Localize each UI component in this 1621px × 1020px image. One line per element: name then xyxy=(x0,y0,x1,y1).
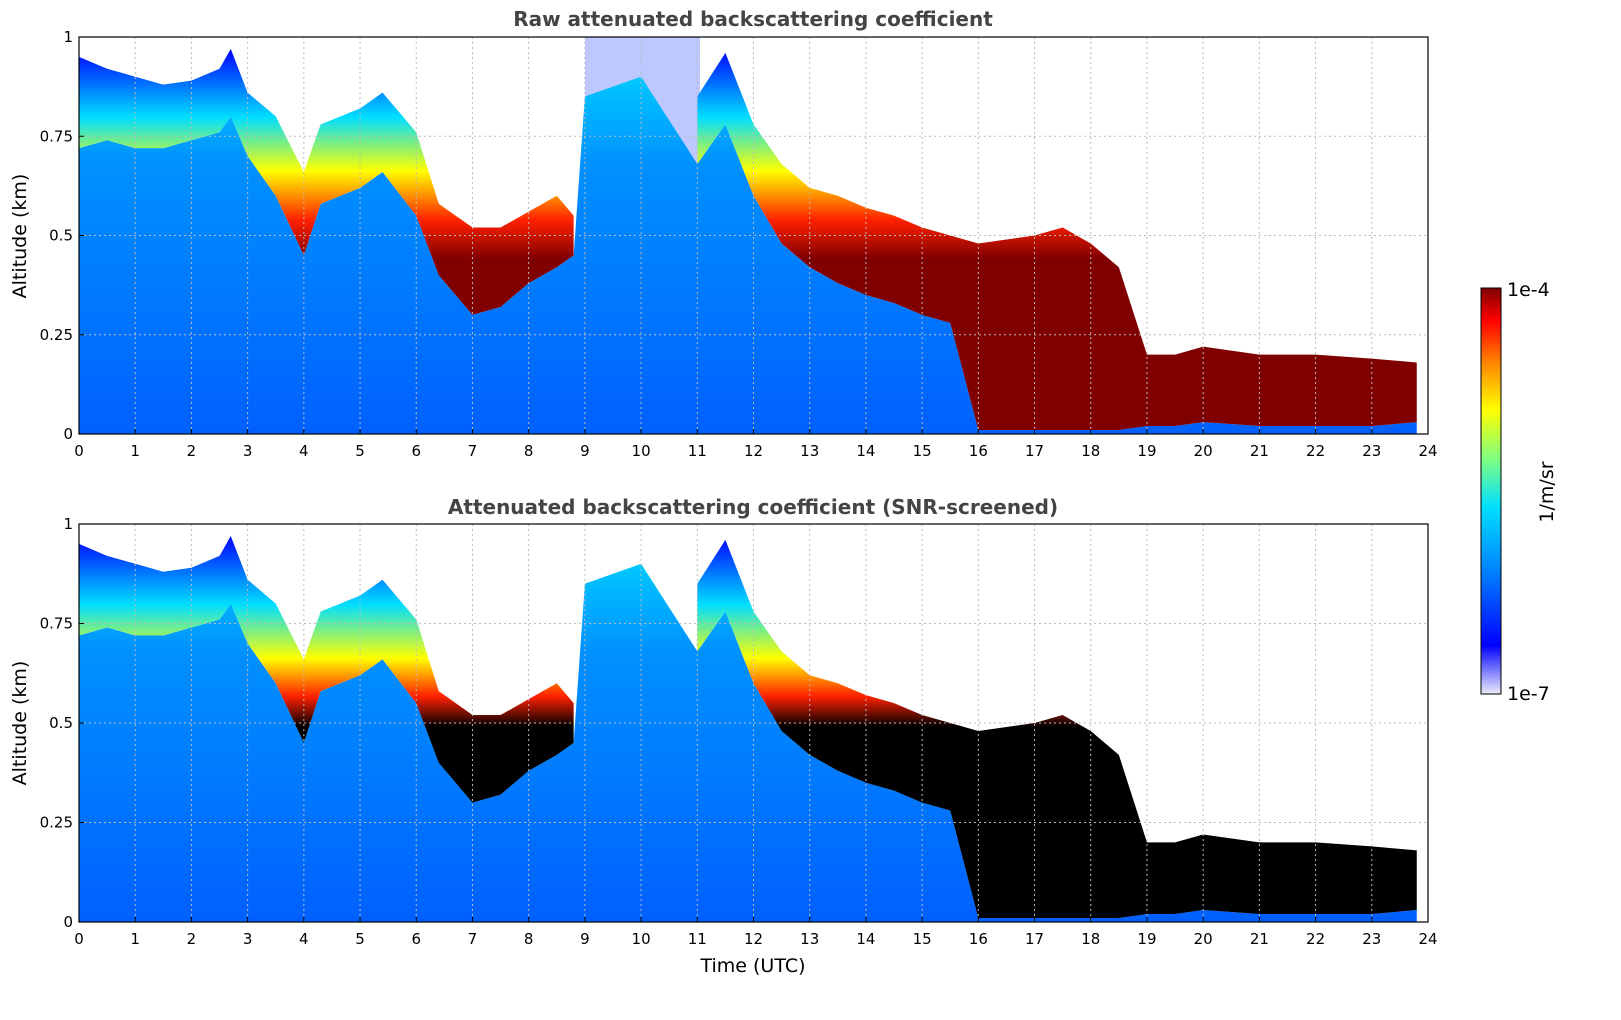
panel-screened-x-tick-label: 7 xyxy=(468,930,478,948)
panel-raw-y-tick-label: 0.75 xyxy=(40,127,73,145)
panel-raw-x-tick-label: 4 xyxy=(299,442,309,460)
panel-screened-x-axis: 0 1 2 3 4 5 6 7 8 9 10 11 12 13 14 15 16 17 18 19 20 21 22 23 24 xyxy=(74,917,1438,948)
panel-raw-x-tick-label: 14 xyxy=(856,442,875,460)
panel-screened-x-tick-label: 2 xyxy=(187,930,197,948)
panel-raw-x-tick-label: 3 xyxy=(243,442,253,460)
panel-raw-x-tick-label: 11 xyxy=(688,442,707,460)
panel-screened-x-tick-label: 11 xyxy=(688,930,707,948)
panel-raw-y-label: Altitude (km) xyxy=(9,174,31,299)
panel-raw-x-tick-label: 17 xyxy=(1025,442,1044,460)
panel-screened: Attenuated backscattering coefficient (S… xyxy=(9,495,1438,977)
panel-raw-x-tick-label: 13 xyxy=(800,442,819,460)
panel-screened-x-tick-label: 13 xyxy=(800,930,819,948)
panel-raw-x-tick-label: 20 xyxy=(1194,442,1213,460)
panel-raw-x-tick-label: 8 xyxy=(524,442,534,460)
panel-screened-x-tick-label: 4 xyxy=(299,930,309,948)
panel-screened-x-tick-label: 17 xyxy=(1025,930,1044,948)
colorbar-max-label: 1e-4 xyxy=(1507,279,1550,301)
panel-raw-x-tick-label: 21 xyxy=(1250,442,1269,460)
panel-raw: Raw attenuated backscattering coefficien… xyxy=(9,7,1438,460)
panel-screened-x-tick-label: 6 xyxy=(411,930,421,948)
panel-raw-x-tick-label: 15 xyxy=(913,442,932,460)
panel-raw-grid xyxy=(79,37,1428,434)
panel-screened-x-tick-label: 8 xyxy=(524,930,534,948)
panel-raw-y-tick-label: 0.5 xyxy=(49,227,73,245)
panel-screened-y-tick-label: 0 xyxy=(63,913,73,931)
panel-raw-aerosol-area xyxy=(79,76,1417,434)
panel-raw-x-tick-label: 9 xyxy=(580,442,590,460)
panel-screened-y-tick-label: 0.25 xyxy=(40,814,73,832)
panel-raw-x-tick-label: 24 xyxy=(1418,442,1437,460)
panel-raw-y-tick-label: 0 xyxy=(63,425,73,443)
panel-raw-y-tick-label: 0.25 xyxy=(40,326,73,344)
panel-screened-title: Attenuated backscattering coefficient (S… xyxy=(448,495,1058,519)
panel-screened-x-tick-label: 14 xyxy=(856,930,875,948)
panel-raw-title: Raw attenuated backscattering coefficien… xyxy=(513,7,993,31)
panel-screened-x-tick-label: 15 xyxy=(913,930,932,948)
panel-screened-y-tick-label: 0.75 xyxy=(40,615,73,633)
panel-raw-y-tick-label: 1 xyxy=(63,28,73,46)
panel-raw-cloud-layer xyxy=(79,48,1417,431)
panel-raw-x-axis: 0 1 2 3 4 5 6 7 8 9 10 11 12 13 14 15 16 17 18 19 20 21 22 23 24 xyxy=(74,429,1438,460)
colorbar-min-label: 1e-7 xyxy=(1507,683,1550,705)
panel-screened-x-tick-label: 16 xyxy=(969,930,988,948)
panel-screened-x-tick-label: 18 xyxy=(1081,930,1100,948)
panel-screened-x-tick-label: 9 xyxy=(580,930,590,948)
panel-screened-y-label: Altitude (km) xyxy=(9,661,31,786)
panel-screened-x-tick-label: 23 xyxy=(1362,930,1381,948)
panel-screened-x-tick-label: 5 xyxy=(355,930,365,948)
colorbar-unit-label: 1/m/sr xyxy=(1536,461,1558,522)
panel-screened-x-tick-label: 1 xyxy=(130,930,140,948)
panel-raw-plot-area xyxy=(79,37,1428,434)
panel-raw-x-tick-label: 23 xyxy=(1362,442,1381,460)
colorbar-gradient xyxy=(1480,287,1502,695)
panel-screened-y-tick-label: 0.5 xyxy=(49,714,73,732)
panel-screened-y-axis: 0 0.25 0.5 0.75 1 xyxy=(40,515,84,931)
panel-screened-grid xyxy=(79,524,1428,922)
panel-raw-x-tick-label: 7 xyxy=(468,442,478,460)
panel-screened-x-tick-label: 0 xyxy=(74,930,84,948)
panel-screened-x-tick-label: 19 xyxy=(1137,930,1156,948)
panel-screened-x-tick-label: 21 xyxy=(1250,930,1269,948)
panel-raw-x-tick-label: 19 xyxy=(1137,442,1156,460)
panel-raw-x-tick-label: 6 xyxy=(411,442,421,460)
panel-screened-x-tick-label: 12 xyxy=(744,930,763,948)
panel-raw-x-tick-label: 0 xyxy=(74,442,84,460)
panel-screened-y-tick-label: 1 xyxy=(63,515,73,533)
panel-raw-x-tick-label: 16 xyxy=(969,442,988,460)
panel-screened-plot-area xyxy=(79,524,1428,922)
panel-raw-x-tick-label: 2 xyxy=(187,442,197,460)
panel-raw-x-tick-label: 12 xyxy=(744,442,763,460)
panel-screened-aerosol-area xyxy=(79,563,1417,922)
panel-screened-x-tick-label: 10 xyxy=(632,930,651,948)
panel-raw-y-axis: 0 0.25 0.5 0.75 1 xyxy=(40,28,84,443)
panel-raw-x-tick-label: 1 xyxy=(130,442,140,460)
panel-screened-x-tick-label: 3 xyxy=(243,930,253,948)
panel-raw-x-tick-label: 5 xyxy=(355,442,365,460)
panel-raw-x-tick-label: 18 xyxy=(1081,442,1100,460)
panel-screened-x-tick-label: 20 xyxy=(1194,930,1213,948)
panel-screened-cloud-layer xyxy=(79,535,1417,919)
panel-screened-x-tick-label: 22 xyxy=(1306,930,1325,948)
panel-screened-x-tick-label: 24 xyxy=(1418,930,1437,948)
colorbar: 1e-4 1e-7 1/m/sr xyxy=(1480,279,1558,705)
x-axis-label: Time (UTC) xyxy=(699,955,805,977)
panel-raw-x-tick-label: 10 xyxy=(632,442,651,460)
panel-raw-x-tick-label: 22 xyxy=(1306,442,1325,460)
